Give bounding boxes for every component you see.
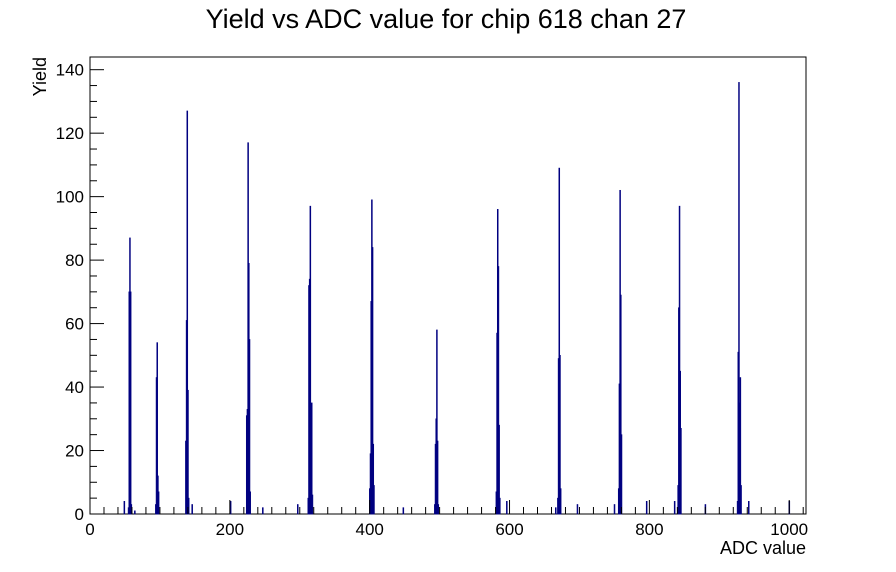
histogram-bin [576,504,579,515]
histogram-bin [157,491,160,515]
histogram-bin [499,497,501,515]
histogram-bin [191,504,193,515]
histogram-bins [123,82,791,515]
histogram-bin [297,504,299,515]
y-axis-label: Yield [30,57,50,96]
plot-frame [89,56,807,515]
histogram-bin [187,389,189,515]
y-axis-ticks: 0 20 40 60 80 100 120 140 [56,61,104,524]
histogram-bin [129,291,132,515]
histogram-bin [620,434,623,515]
y-tick-label: 100 [56,188,84,207]
y-tick-label: 20 [65,442,84,461]
x-tick-label: 200 [216,520,244,539]
histogram-bin [559,488,562,515]
x-tick-label: 600 [495,520,523,539]
x-axis-ticks: 0 200 400 600 800 1000 [85,500,808,539]
histogram-bin [373,485,375,515]
x-tick-label: 800 [635,520,663,539]
histogram-bin [437,504,440,515]
y-tick-label: 120 [56,124,84,143]
histogram-bin [506,501,508,515]
histogram-bin [680,428,682,515]
y-tick-label: 80 [65,251,84,270]
histogram-bin [673,501,676,515]
histogram-bin [311,494,314,515]
histogram-bin [262,507,264,515]
histogram-bin [248,339,251,515]
y-tick-label: 0 [75,505,84,524]
histogram-bin [740,485,742,515]
histogram-bin [645,501,648,515]
histogram-bin [555,507,557,515]
histogram-bin [436,440,439,515]
y-tick-label: 60 [65,315,84,334]
x-tick-label: 1000 [770,520,808,539]
x-axis-label: ADC value [720,538,806,558]
histogram-bin [187,497,190,515]
x-tick-label: 400 [356,520,384,539]
histogram-bin [613,504,616,515]
histogram-bin [134,510,136,515]
histogram-bin [748,501,750,515]
x-tick-label: 0 [85,520,94,539]
y-tick-label: 140 [56,61,84,80]
y-tick-label: 40 [65,378,84,397]
histogram-bin [249,491,251,515]
histogram-bin [123,501,126,515]
chart-title: Yield vs ADC value for chip 618 chan 27 [206,4,687,34]
histogram-bin [402,507,405,515]
